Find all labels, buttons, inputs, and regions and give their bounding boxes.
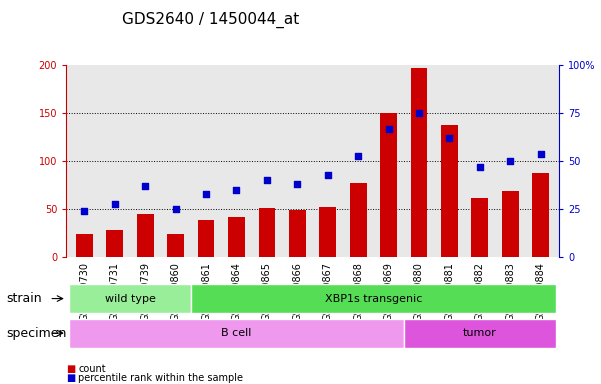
Text: count: count — [78, 364, 106, 374]
Text: strain: strain — [6, 292, 41, 305]
Point — [141, 183, 150, 189]
Text: GDS2640 / 1450044_at: GDS2640 / 1450044_at — [122, 12, 299, 28]
Bar — [532, 173, 549, 257]
Point — [414, 110, 424, 116]
Bar — [502, 191, 519, 257]
Bar — [258, 209, 275, 257]
Point — [475, 164, 484, 170]
Point — [445, 135, 454, 141]
Bar — [289, 210, 306, 257]
Bar — [106, 230, 123, 257]
Point — [323, 172, 332, 178]
Point — [384, 126, 394, 132]
Bar — [198, 220, 215, 257]
Bar — [137, 214, 154, 257]
Point — [79, 208, 89, 214]
Text: tumor: tumor — [463, 328, 496, 338]
Point — [293, 181, 302, 187]
Text: ■: ■ — [66, 373, 75, 383]
Point — [201, 191, 211, 197]
Text: wild type: wild type — [105, 293, 156, 304]
Text: B cell: B cell — [221, 328, 252, 338]
Bar — [350, 184, 367, 257]
Text: ■: ■ — [66, 364, 75, 374]
Bar — [410, 68, 427, 257]
Text: specimen: specimen — [6, 327, 66, 339]
Text: XBP1s transgenic: XBP1s transgenic — [325, 293, 422, 304]
Point — [536, 151, 546, 157]
Point — [262, 177, 272, 184]
Bar — [319, 207, 336, 257]
Bar — [380, 113, 397, 257]
Bar — [228, 217, 245, 257]
Point — [505, 158, 515, 164]
Bar — [471, 198, 488, 257]
Text: percentile rank within the sample: percentile rank within the sample — [78, 373, 243, 383]
Point — [110, 200, 120, 207]
Point — [231, 187, 241, 193]
Point — [353, 152, 363, 159]
Bar — [76, 234, 93, 257]
Bar — [167, 234, 184, 257]
Point — [171, 206, 180, 212]
Bar — [441, 125, 458, 257]
